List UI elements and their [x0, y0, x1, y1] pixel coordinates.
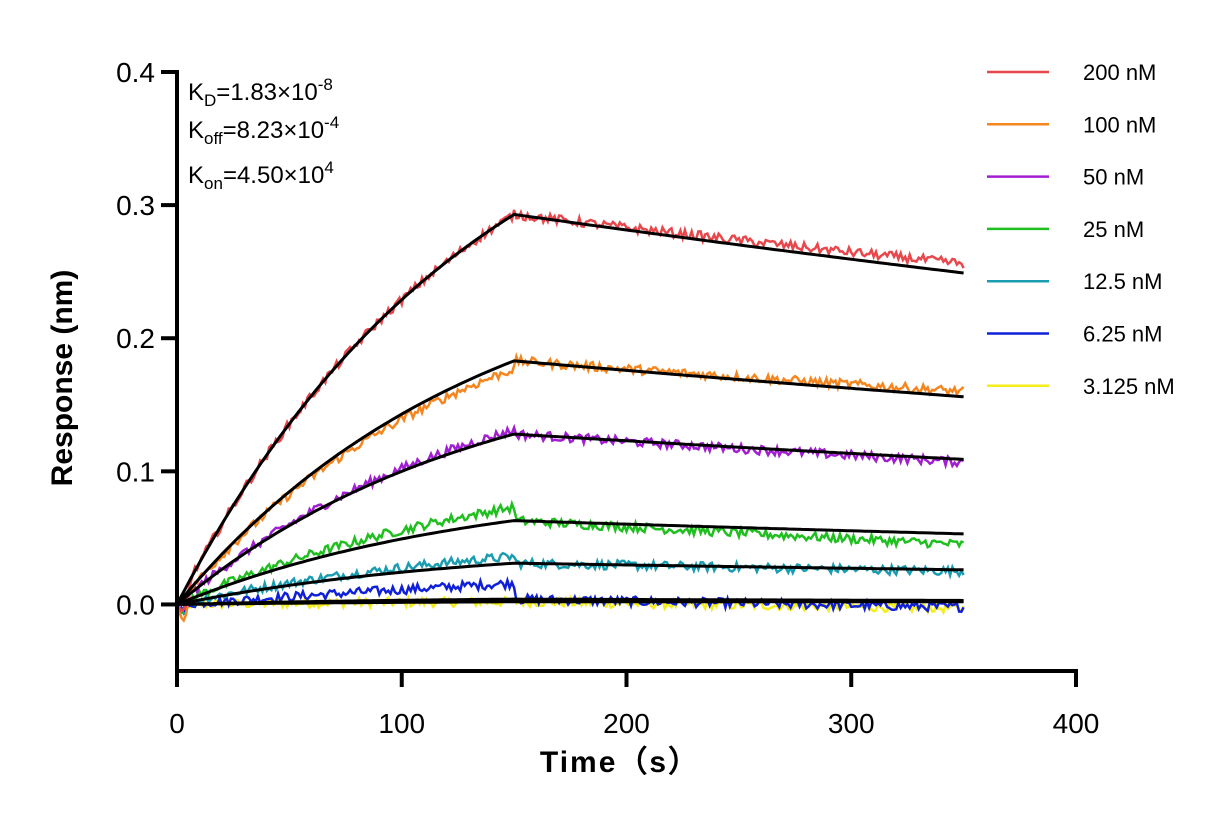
- kd-prefix: K: [188, 79, 204, 106]
- koff-exp: -4: [324, 113, 339, 132]
- kon-annotation: Kon=4.50×104: [188, 158, 334, 193]
- x-axis-title: Time（s）: [540, 745, 700, 779]
- x-tick-label: 200: [603, 708, 650, 739]
- legend: 200 nM 100 nM 50 nM 25 nM 12.5 nM 6.25 nM 3.12…: [987, 60, 1175, 399]
- y-tick-label: 0.0: [116, 589, 155, 620]
- koff-annotation: Koff=8.23×10-4: [188, 113, 339, 148]
- series-line: [175, 499, 964, 615]
- legend-label: 3.125 nM: [1083, 374, 1175, 399]
- legend-label: 50 nM: [1083, 165, 1144, 190]
- x-tick-label: 400: [1053, 708, 1100, 739]
- legend-label: 6.25 nM: [1083, 322, 1163, 347]
- kd-annotation: KD=1.83×10-8: [188, 75, 333, 110]
- fit-line: [175, 359, 964, 606]
- y-tick-label: 0.3: [116, 190, 155, 221]
- koff-value: =8.23×10: [223, 117, 324, 144]
- koff-prefix: K: [188, 117, 204, 144]
- legend-label: 200 nM: [1083, 60, 1156, 85]
- kon-prefix: K: [188, 162, 204, 189]
- kd-value: =1.83×10: [216, 79, 317, 106]
- kon-sub: on: [204, 174, 223, 193]
- fit-line: [176, 561, 964, 606]
- y-tick-label: 0.1: [116, 456, 155, 487]
- kon-value: =4.50×10: [223, 162, 324, 189]
- axis-ticks: 0 100 200 300 400 0.0 0.1 0.2 0.3 0.4: [116, 57, 1099, 739]
- series-line: [175, 208, 965, 613]
- koff-sub: off: [204, 129, 223, 148]
- fit-curves: [175, 212, 964, 606]
- fit-line: [175, 212, 964, 606]
- kd-sub: D: [204, 91, 216, 110]
- x-tick-label: 100: [378, 708, 425, 739]
- kon-exp: 4: [324, 158, 333, 177]
- fit-line: [177, 600, 964, 606]
- fit-line: [176, 432, 964, 606]
- kd-exp: -8: [318, 75, 333, 94]
- legend-label: 100 nM: [1083, 112, 1156, 137]
- y-tick-label: 0.2: [116, 323, 155, 354]
- legend-label: 25 nM: [1083, 217, 1144, 242]
- legend-label: 12.5 nM: [1083, 269, 1163, 294]
- fit-line: [176, 519, 964, 606]
- y-tick-label: 0.4: [116, 57, 155, 88]
- y-axis-title: Response (nm): [46, 270, 79, 487]
- x-tick-label: 300: [828, 708, 875, 739]
- x-tick-label: 0: [169, 708, 185, 739]
